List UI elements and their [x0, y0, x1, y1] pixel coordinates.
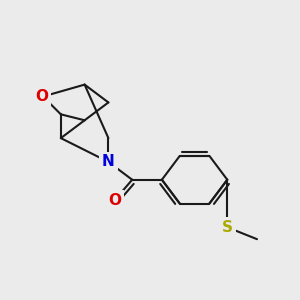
Text: S: S: [222, 220, 233, 235]
Text: O: O: [108, 193, 121, 208]
Text: O: O: [35, 89, 48, 104]
Text: N: N: [102, 154, 115, 169]
